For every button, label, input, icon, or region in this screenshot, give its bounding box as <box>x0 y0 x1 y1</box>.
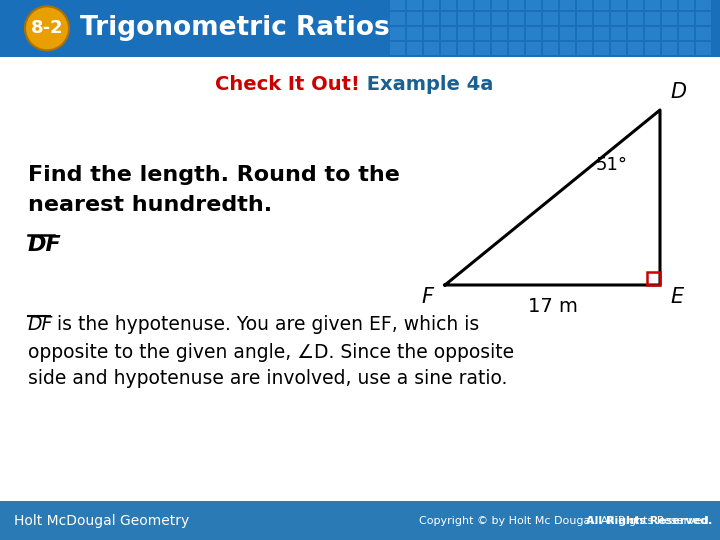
Bar <box>475 42 490 55</box>
Bar <box>441 0 456 10</box>
Text: is the hypotenuse. You are given EF, which is: is the hypotenuse. You are given EF, whi… <box>51 315 480 334</box>
Bar <box>441 12 456 25</box>
Bar <box>543 12 558 25</box>
Text: E: E <box>670 287 683 307</box>
Bar <box>662 42 677 55</box>
Bar <box>645 42 660 55</box>
Text: Trigonometric Ratios: Trigonometric Ratios <box>80 15 390 42</box>
Bar <box>509 26 524 40</box>
Bar <box>594 42 609 55</box>
Text: Example 4a: Example 4a <box>360 75 493 94</box>
Bar <box>492 42 507 55</box>
Bar <box>628 12 643 25</box>
Text: 8-2: 8-2 <box>31 19 63 37</box>
Bar <box>441 26 456 40</box>
Bar <box>509 42 524 55</box>
Bar <box>560 42 575 55</box>
Bar <box>0 501 720 540</box>
Text: opposite to the given angle, ∠D. Since the opposite: opposite to the given angle, ∠D. Since t… <box>28 342 514 361</box>
Bar <box>424 42 439 55</box>
Bar <box>526 42 541 55</box>
Bar <box>662 26 677 40</box>
Bar <box>492 0 507 10</box>
Bar <box>628 0 643 10</box>
Bar <box>645 12 660 25</box>
Text: DF: DF <box>28 315 53 334</box>
Bar <box>543 42 558 55</box>
Bar <box>645 0 660 10</box>
Text: D: D <box>670 82 686 102</box>
Bar <box>594 26 609 40</box>
Text: 17 m: 17 m <box>528 298 577 316</box>
Bar <box>611 42 626 55</box>
Text: 51°: 51° <box>596 156 628 174</box>
Bar <box>475 0 490 10</box>
Bar <box>390 42 405 55</box>
Circle shape <box>25 6 69 50</box>
Bar <box>475 26 490 40</box>
Bar <box>407 26 422 40</box>
Bar <box>679 42 694 55</box>
Text: side and hypotenuse are involved, use a sine ratio.: side and hypotenuse are involved, use a … <box>28 369 508 388</box>
Bar <box>424 26 439 40</box>
Bar <box>0 0 720 57</box>
Bar <box>560 0 575 10</box>
Bar <box>577 42 592 55</box>
Bar <box>458 0 473 10</box>
Bar <box>458 42 473 55</box>
Bar <box>526 0 541 10</box>
Bar <box>492 12 507 25</box>
Text: Copyright © by Holt Mc Dougal. All Rights Reserved.: Copyright © by Holt Mc Dougal. All Right… <box>418 516 712 525</box>
Bar <box>407 0 422 10</box>
Bar <box>645 26 660 40</box>
Bar <box>647 272 660 285</box>
Bar <box>696 42 711 55</box>
Bar <box>543 26 558 40</box>
Bar <box>390 12 405 25</box>
Bar <box>662 12 677 25</box>
Bar <box>611 26 626 40</box>
Bar <box>560 12 575 25</box>
Text: Find the length. Round to the: Find the length. Round to the <box>28 165 400 185</box>
Bar <box>594 0 609 10</box>
Bar <box>543 0 558 10</box>
Bar <box>679 0 694 10</box>
Bar <box>679 12 694 25</box>
Text: F: F <box>421 287 433 307</box>
Bar <box>594 12 609 25</box>
Bar <box>628 42 643 55</box>
Bar <box>696 12 711 25</box>
Bar <box>407 42 422 55</box>
Bar <box>679 26 694 40</box>
Bar <box>526 12 541 25</box>
Bar <box>611 0 626 10</box>
Text: DF: DF <box>28 235 62 255</box>
Text: nearest hundredth.: nearest hundredth. <box>28 195 272 215</box>
Bar <box>577 0 592 10</box>
Bar <box>458 12 473 25</box>
Bar <box>577 26 592 40</box>
Bar <box>424 0 439 10</box>
Bar <box>696 0 711 10</box>
Bar <box>475 12 490 25</box>
Bar <box>526 26 541 40</box>
Bar <box>628 26 643 40</box>
Bar <box>441 42 456 55</box>
Bar <box>696 26 711 40</box>
Text: Check It Out!: Check It Out! <box>215 75 360 94</box>
Bar <box>390 0 405 10</box>
Bar <box>509 12 524 25</box>
Bar <box>611 12 626 25</box>
Text: Holt McDougal Geometry: Holt McDougal Geometry <box>14 514 189 528</box>
Bar <box>492 26 507 40</box>
Bar <box>509 0 524 10</box>
Bar <box>577 12 592 25</box>
Bar <box>560 26 575 40</box>
Bar <box>424 12 439 25</box>
Bar <box>458 26 473 40</box>
Text: All Rights Reserved.: All Rights Reserved. <box>586 516 712 525</box>
Bar <box>662 0 677 10</box>
Bar <box>390 26 405 40</box>
Bar <box>407 12 422 25</box>
